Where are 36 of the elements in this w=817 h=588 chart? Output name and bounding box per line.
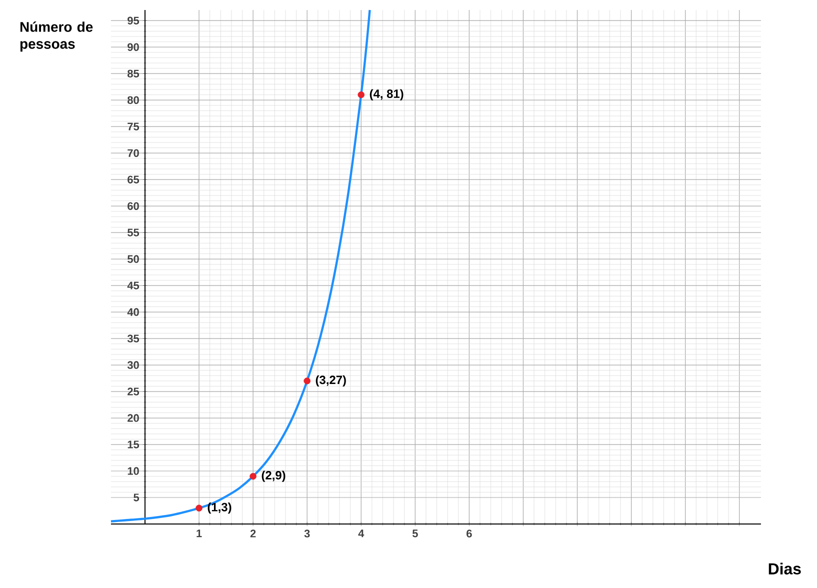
y-tick-label: 15 [128,440,140,448]
y-tick-label: 50 [128,255,139,263]
y-tick-label: 85 [128,70,140,78]
y-tick-label: 95 [128,16,140,24]
y-tick-label: 60 [128,202,139,210]
point [358,91,365,98]
x-tick-label: 2 [250,530,256,538]
y-tick-label: 55 [128,228,140,236]
x-axis-title: Dias [768,562,801,574]
x-tick-label: 5 [412,530,418,538]
x-tick-label: 3 [304,530,310,538]
y-tick-label: 45 [127,282,140,290]
annotation: (2,9) [262,470,286,482]
x-tick-label: 1 [196,530,202,538]
y-tick-label: 25 [128,388,140,396]
annotation: (3,27) [316,375,346,387]
y-tick-label: 40 [127,308,139,316]
x-tick-label: 4 [358,530,364,538]
point [304,378,310,384]
y-tick-label: 30 [127,361,139,369]
y-tick-label: 70 [128,149,139,157]
y-axis-title: Número de pessoas [20,22,93,52]
point [250,472,256,480]
annotation: (4, 81) [370,89,404,100]
y-tick-label: 35 [127,334,140,342]
y-tick-label: 5 [134,494,140,502]
y-tick-label: 10 [128,467,139,475]
x-tick-label: 6 [466,530,472,538]
y-tick-label: 65 [128,176,140,184]
y-tick-label: 80 [128,96,139,104]
y-tick-label: 75 [128,122,140,130]
y-tick-label: 90 [128,43,139,51]
y-tick-label: 20 [128,414,139,422]
line-series [110,8,371,522]
point [196,504,202,512]
annotation: (1,3) [208,502,232,514]
